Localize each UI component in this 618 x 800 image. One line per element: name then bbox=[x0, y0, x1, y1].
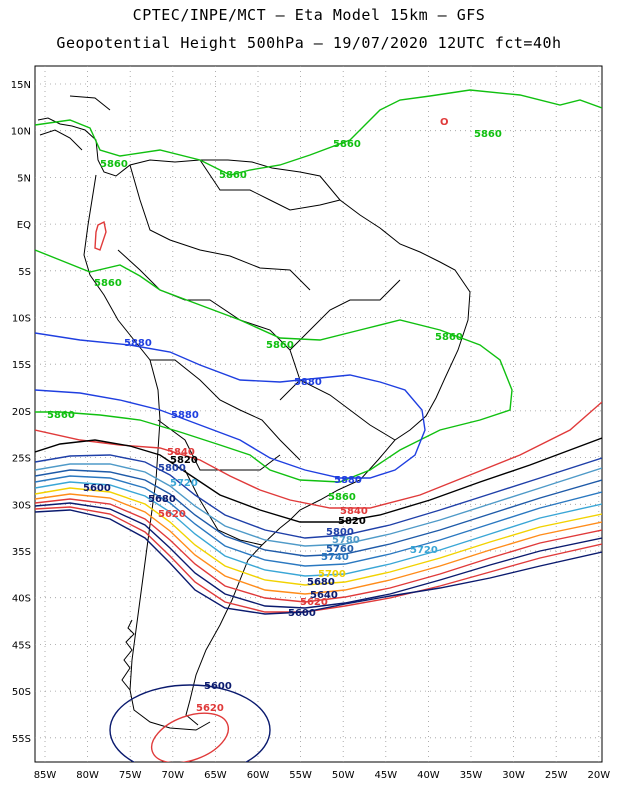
contour-label: 5600 bbox=[83, 483, 111, 494]
map-title-line-1: CPTEC/INPE/MCT – Eta Model 15km – GFS bbox=[132, 6, 486, 24]
contour-5860-north bbox=[35, 89, 602, 176]
contour-label: 5600 bbox=[204, 681, 232, 692]
contour-label: 5640 bbox=[310, 590, 338, 601]
contour-label: 5740 bbox=[321, 552, 349, 563]
contour-label: 5880 bbox=[124, 338, 152, 349]
contour-label: 5860 bbox=[100, 159, 128, 170]
contour-label: 5700 bbox=[318, 569, 346, 580]
contour-5680 bbox=[35, 493, 602, 595]
contour-label: 5840 bbox=[167, 447, 195, 458]
lat-tick-label: 5N bbox=[17, 173, 31, 184]
contour-labels: 5860 5860 5860 5860 5860 5860 5860 5860 … bbox=[47, 117, 502, 714]
lon-tick-label: 60W bbox=[247, 770, 270, 781]
contour-5860-south bbox=[35, 249, 513, 483]
lon-tick-label: 20W bbox=[587, 770, 610, 781]
contour-5620 bbox=[35, 506, 602, 613]
lon-tick-label: 30W bbox=[502, 770, 525, 781]
lon-tick-label: 85W bbox=[34, 770, 57, 781]
lat-tick-label: 40S bbox=[12, 594, 31, 605]
contour-label: 5680 bbox=[307, 577, 335, 588]
latitude-ticks: 15N 10N 5N EQ 5S 10S 15S 20S 25S 30S 35S 40S 45S 50S 5… bbox=[11, 80, 31, 745]
lon-tick-label: 25W bbox=[545, 770, 568, 781]
contour-5700 bbox=[35, 487, 602, 586]
contour-label: 5860 bbox=[328, 492, 356, 503]
contour-5800 bbox=[35, 454, 602, 539]
lon-tick-label: 50W bbox=[332, 770, 355, 781]
lat-tick-label: 15N bbox=[11, 80, 31, 91]
contour-label: 5880 bbox=[294, 377, 322, 388]
lon-tick-label: 40W bbox=[417, 770, 440, 781]
lat-tick-label: 45S bbox=[12, 640, 31, 651]
contour-label: 5800 bbox=[158, 463, 186, 474]
contour-label: 5820 bbox=[170, 455, 198, 466]
lat-tick-label: 50S bbox=[12, 687, 31, 698]
contour-label: 5860 bbox=[474, 129, 502, 140]
lon-tick-label: 55W bbox=[289, 770, 312, 781]
contour-label: 5860 bbox=[266, 340, 294, 351]
contours bbox=[35, 89, 602, 762]
contour-label: 5860 bbox=[435, 332, 463, 343]
contour-5640 bbox=[35, 502, 602, 609]
lon-tick-label: 45W bbox=[374, 770, 397, 781]
coastlines bbox=[37, 95, 471, 731]
contour-label: 5880 bbox=[171, 410, 199, 421]
contour-label: 5620 bbox=[158, 509, 186, 520]
lat-lon-grid bbox=[35, 66, 602, 762]
contour-5820 bbox=[35, 437, 602, 523]
lat-tick-label: 25S bbox=[12, 454, 31, 465]
contour-label: 5840 bbox=[340, 506, 368, 517]
lat-tick-label: 5S bbox=[18, 267, 31, 278]
contour-label: 5720 bbox=[410, 545, 438, 556]
lat-tick-label: 30S bbox=[12, 500, 31, 511]
contour-label: 5620 bbox=[300, 597, 328, 608]
lon-tick-label: 70W bbox=[161, 770, 184, 781]
contour-small-loop bbox=[94, 220, 107, 251]
lon-tick-label: 65W bbox=[204, 770, 227, 781]
contour-5840 bbox=[35, 401, 602, 509]
map-title-line-2: Geopotential Height 500hPa – 19/07/2020 … bbox=[56, 34, 562, 52]
contour-5660 bbox=[35, 498, 602, 603]
contour-5780 bbox=[35, 463, 602, 547]
lat-tick-label: 35S bbox=[12, 547, 31, 558]
contour-5740 bbox=[35, 475, 602, 567]
contour-5600-low bbox=[109, 684, 271, 762]
contour-5600 bbox=[35, 509, 602, 615]
contour-label: 5860 bbox=[333, 139, 361, 150]
contour-5760 bbox=[35, 469, 602, 557]
longitude-ticks: 85W 80W 75W 70W 65W 60W 55W 50W 45W 40W 35W 30W 25W 2… bbox=[34, 770, 611, 781]
contour-label: 5620 bbox=[196, 703, 224, 714]
contour-label: 5860 bbox=[47, 410, 75, 421]
contour-label: O bbox=[440, 117, 449, 128]
lat-tick-label: 10S bbox=[12, 314, 31, 325]
lat-tick-label: 10N bbox=[11, 127, 31, 138]
contour-label: 5720 bbox=[170, 478, 198, 489]
lat-tick-label: 55S bbox=[12, 734, 31, 745]
contour-label: 5860 bbox=[94, 278, 122, 289]
contour-5620-low bbox=[150, 712, 230, 762]
lon-tick-label: 75W bbox=[119, 770, 142, 781]
lon-tick-label: 80W bbox=[76, 770, 99, 781]
contour-label: 5800 bbox=[326, 527, 354, 538]
contour-label: 5680 bbox=[148, 494, 176, 505]
lat-tick-label: 20S bbox=[12, 407, 31, 418]
contour-5880 bbox=[35, 332, 426, 479]
contour-label: 5600 bbox=[288, 608, 316, 619]
contour-label: 5820 bbox=[338, 516, 366, 527]
contour-label: 5860 bbox=[219, 170, 247, 181]
contour-label: 5880 bbox=[334, 475, 362, 486]
lon-tick-label: 35W bbox=[460, 770, 483, 781]
contour-label: 5780 bbox=[332, 535, 360, 546]
contour-5720 bbox=[35, 481, 602, 577]
map-frame bbox=[34, 65, 603, 763]
contour-label: 5760 bbox=[326, 544, 354, 555]
lat-tick-label: EQ bbox=[17, 220, 31, 231]
lat-tick-label: 15S bbox=[12, 360, 31, 371]
